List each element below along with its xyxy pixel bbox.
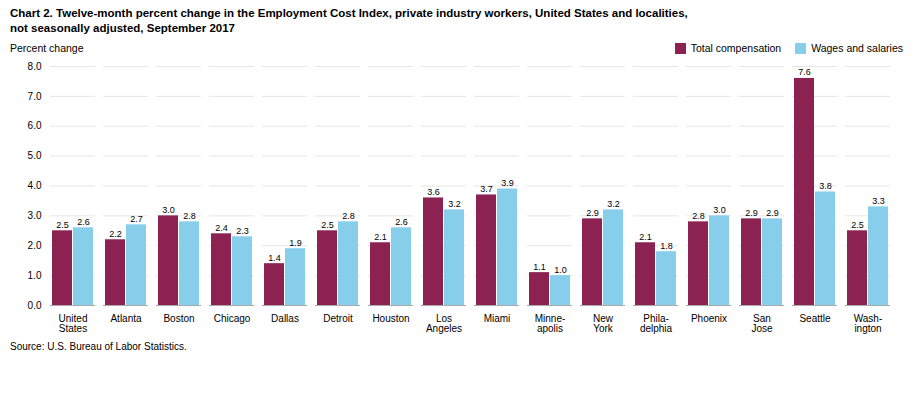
svg-text:2.5: 2.5 <box>56 220 69 230</box>
svg-text:2.5: 2.5 <box>321 220 334 230</box>
svg-text:6.0: 6.0 <box>28 120 42 131</box>
svg-text:3.3: 3.3 <box>872 196 885 206</box>
svg-text:1.1: 1.1 <box>533 262 546 272</box>
svg-text:3.9: 3.9 <box>501 178 514 188</box>
svg-text:2.4: 2.4 <box>215 223 228 233</box>
svg-text:LosAngeles: LosAngeles <box>426 313 462 334</box>
svg-text:Minne-apolis: Minne-apolis <box>535 313 566 334</box>
svg-text:7.0: 7.0 <box>28 91 42 102</box>
svg-text:1.4: 1.4 <box>268 253 281 263</box>
svg-text:NewYork: NewYork <box>593 313 614 334</box>
svg-text:3.2: 3.2 <box>607 199 620 209</box>
svg-text:2.6: 2.6 <box>395 217 408 227</box>
svg-text:3.6: 3.6 <box>427 187 440 197</box>
svg-text:0.0: 0.0 <box>28 300 42 311</box>
svg-text:1.0: 1.0 <box>28 270 42 281</box>
svg-text:2.6: 2.6 <box>77 217 90 227</box>
svg-text:Phila-delphia: Phila-delphia <box>640 313 673 334</box>
svg-text:Chicago: Chicago <box>214 313 251 324</box>
svg-text:2.9: 2.9 <box>586 208 599 218</box>
svg-text:3.8: 3.8 <box>819 181 832 191</box>
svg-text:Miami: Miami <box>484 313 511 324</box>
svg-text:1.9: 1.9 <box>289 238 302 248</box>
svg-text:Detroit: Detroit <box>323 313 353 324</box>
svg-text:1.0: 1.0 <box>554 265 567 275</box>
html-text:Percent change: Percent change <box>10 42 84 54</box>
svg-text:3.0: 3.0 <box>162 205 175 215</box>
svg-text:3.0: 3.0 <box>713 205 726 215</box>
svg-text:2.9: 2.9 <box>745 208 758 218</box>
svg-text:2.7: 2.7 <box>130 214 143 224</box>
svg-text:Seattle: Seattle <box>799 313 831 324</box>
svg-text:2.1: 2.1 <box>374 232 387 242</box>
html-text:Total compensation: Total compensation <box>690 42 782 54</box>
html-text:Chart 2. Twelve-month percent: Chart 2. Twelve-month percent change in … <box>10 7 688 34</box>
svg-text:2.2: 2.2 <box>109 229 122 239</box>
svg-text:7.6: 7.6 <box>798 67 811 77</box>
svg-text:1.8: 1.8 <box>660 241 673 251</box>
svg-text:2.3: 2.3 <box>236 226 249 236</box>
svg-text:Houston: Houston <box>372 313 409 324</box>
svg-text:Atlanta: Atlanta <box>110 313 142 324</box>
svg-text:3.0: 3.0 <box>28 210 42 221</box>
svg-text:2.0: 2.0 <box>28 240 42 251</box>
svg-text:2.8: 2.8 <box>692 211 705 221</box>
svg-text:3.7: 3.7 <box>480 184 493 194</box>
svg-text:UnitedStates: UnitedStates <box>59 313 88 334</box>
svg-text:2.1: 2.1 <box>639 232 652 242</box>
svg-text:Dallas: Dallas <box>271 313 299 324</box>
svg-text:3.2: 3.2 <box>448 199 461 209</box>
svg-text:4.0: 4.0 <box>28 180 42 191</box>
svg-text:Phoenix: Phoenix <box>691 313 727 324</box>
svg-text:5.0: 5.0 <box>28 150 42 161</box>
svg-text:8.0: 8.0 <box>28 61 42 72</box>
svg-text:Wash-ington: Wash-ington <box>854 313 883 334</box>
html-text:Wages and salaries: Wages and salaries <box>811 42 903 54</box>
html-text:Source: U.S. Bureau of Labor S: Source: U.S. Bureau of Labor Statistics. <box>10 341 187 352</box>
svg-text:2.9: 2.9 <box>766 208 779 218</box>
svg-text:2.5: 2.5 <box>851 220 864 230</box>
svg-text:SanJose: SanJose <box>751 313 773 334</box>
svg-text:2.8: 2.8 <box>342 211 355 221</box>
svg-text:2.8: 2.8 <box>183 211 196 221</box>
svg-text:Boston: Boston <box>163 313 194 324</box>
